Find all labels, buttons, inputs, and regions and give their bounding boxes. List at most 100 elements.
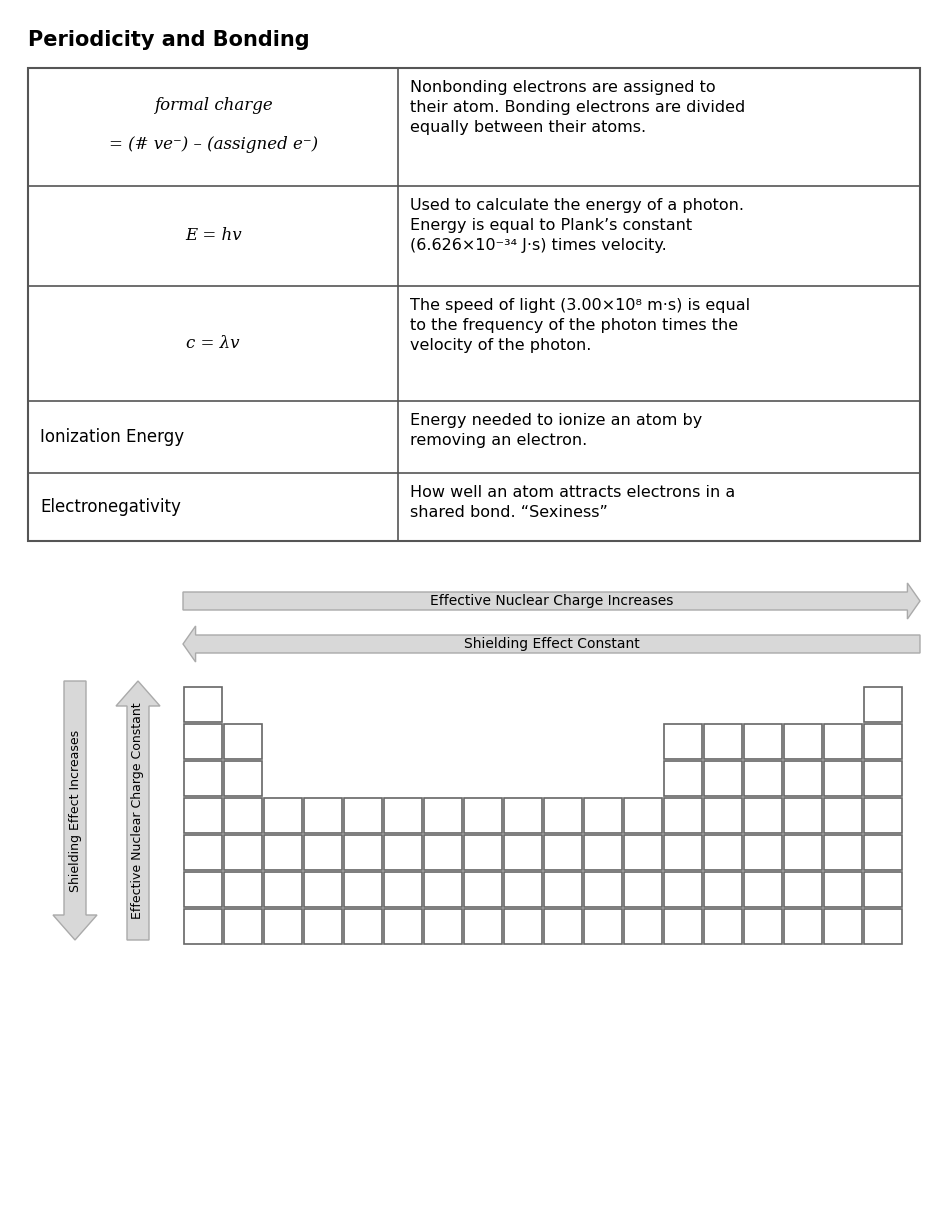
Text: Electronegativity: Electronegativity xyxy=(40,498,180,517)
Bar xyxy=(824,761,862,796)
Bar xyxy=(224,909,262,943)
Text: = (# ve⁻) – (assigned e⁻): = (# ve⁻) – (assigned e⁻) xyxy=(108,137,317,154)
Bar xyxy=(624,835,662,870)
Bar xyxy=(384,872,422,907)
Bar xyxy=(384,835,422,870)
Bar xyxy=(744,835,782,870)
Bar xyxy=(304,835,342,870)
Text: E = hv: E = hv xyxy=(185,228,241,245)
Bar xyxy=(504,798,542,833)
Polygon shape xyxy=(116,681,160,940)
Bar xyxy=(464,835,502,870)
Text: Used to calculate the energy of a photon.
Energy is equal to Plank’s constant
(6: Used to calculate the energy of a photon… xyxy=(410,198,744,252)
Bar xyxy=(864,835,902,870)
Bar xyxy=(264,835,302,870)
Bar xyxy=(784,835,822,870)
Bar xyxy=(424,872,462,907)
Text: Nonbonding electrons are assigned to
their atom. Bonding electrons are divided
e: Nonbonding electrons are assigned to the… xyxy=(410,80,746,134)
Bar xyxy=(184,798,222,833)
Bar xyxy=(784,761,822,796)
Bar xyxy=(824,909,862,943)
Bar xyxy=(544,872,582,907)
Bar xyxy=(584,909,622,943)
Bar xyxy=(384,909,422,943)
Bar xyxy=(224,798,262,833)
Bar xyxy=(504,909,542,943)
Polygon shape xyxy=(53,681,97,940)
Bar xyxy=(824,835,862,870)
Bar xyxy=(704,872,742,907)
Bar xyxy=(264,909,302,943)
Bar xyxy=(464,798,502,833)
Bar xyxy=(544,909,582,943)
Bar xyxy=(664,835,702,870)
Bar xyxy=(424,835,462,870)
Bar xyxy=(424,798,462,833)
Bar xyxy=(704,724,742,759)
Bar xyxy=(744,724,782,759)
Bar xyxy=(704,909,742,943)
Bar xyxy=(824,872,862,907)
Bar xyxy=(704,761,742,796)
Bar xyxy=(344,909,382,943)
Bar xyxy=(28,68,920,541)
Bar xyxy=(784,872,822,907)
Bar xyxy=(504,872,542,907)
Bar xyxy=(224,761,262,796)
Text: Effective Nuclear Charge Increases: Effective Nuclear Charge Increases xyxy=(429,594,674,608)
Bar xyxy=(184,835,222,870)
Text: Ionization Energy: Ionization Energy xyxy=(40,428,184,446)
Bar xyxy=(264,798,302,833)
Bar xyxy=(464,872,502,907)
Bar xyxy=(624,909,662,943)
Bar xyxy=(624,798,662,833)
Bar xyxy=(184,724,222,759)
Text: c = λv: c = λv xyxy=(186,335,239,352)
Bar xyxy=(744,761,782,796)
Bar xyxy=(304,909,342,943)
Text: Shielding Effect Increases: Shielding Effect Increases xyxy=(68,729,82,892)
Bar xyxy=(704,798,742,833)
Bar xyxy=(184,872,222,907)
Bar xyxy=(184,761,222,796)
Bar xyxy=(264,872,302,907)
Bar xyxy=(744,872,782,907)
Bar xyxy=(304,872,342,907)
Bar xyxy=(584,798,622,833)
Bar xyxy=(344,835,382,870)
Bar xyxy=(824,724,862,759)
Bar xyxy=(224,872,262,907)
Bar xyxy=(184,909,222,943)
Text: formal charge: formal charge xyxy=(154,97,273,114)
Bar xyxy=(784,798,822,833)
Text: How well an atom attracts electrons in a
shared bond. “Sexiness”: How well an atom attracts electrons in a… xyxy=(410,485,735,520)
Bar xyxy=(864,688,902,722)
Bar xyxy=(864,724,902,759)
Polygon shape xyxy=(183,583,920,619)
Bar xyxy=(864,798,902,833)
Text: Periodicity and Bonding: Periodicity and Bonding xyxy=(28,30,310,50)
Bar xyxy=(224,724,262,759)
Text: Energy needed to ionize an atom by
removing an electron.: Energy needed to ionize an atom by remov… xyxy=(410,413,702,448)
Bar xyxy=(664,909,702,943)
Text: Shielding Effect Constant: Shielding Effect Constant xyxy=(464,637,639,651)
Bar xyxy=(584,872,622,907)
Bar xyxy=(304,798,342,833)
Bar xyxy=(344,872,382,907)
Bar xyxy=(424,909,462,943)
Bar xyxy=(384,798,422,833)
Bar xyxy=(224,835,262,870)
Bar xyxy=(744,909,782,943)
Bar xyxy=(784,909,822,943)
Bar xyxy=(544,798,582,833)
Bar xyxy=(504,835,542,870)
Bar xyxy=(544,835,582,870)
Bar xyxy=(824,798,862,833)
Bar xyxy=(584,835,622,870)
Bar xyxy=(464,909,502,943)
Bar xyxy=(864,761,902,796)
Bar xyxy=(344,798,382,833)
Bar xyxy=(664,724,702,759)
Bar xyxy=(664,761,702,796)
Bar xyxy=(624,872,662,907)
